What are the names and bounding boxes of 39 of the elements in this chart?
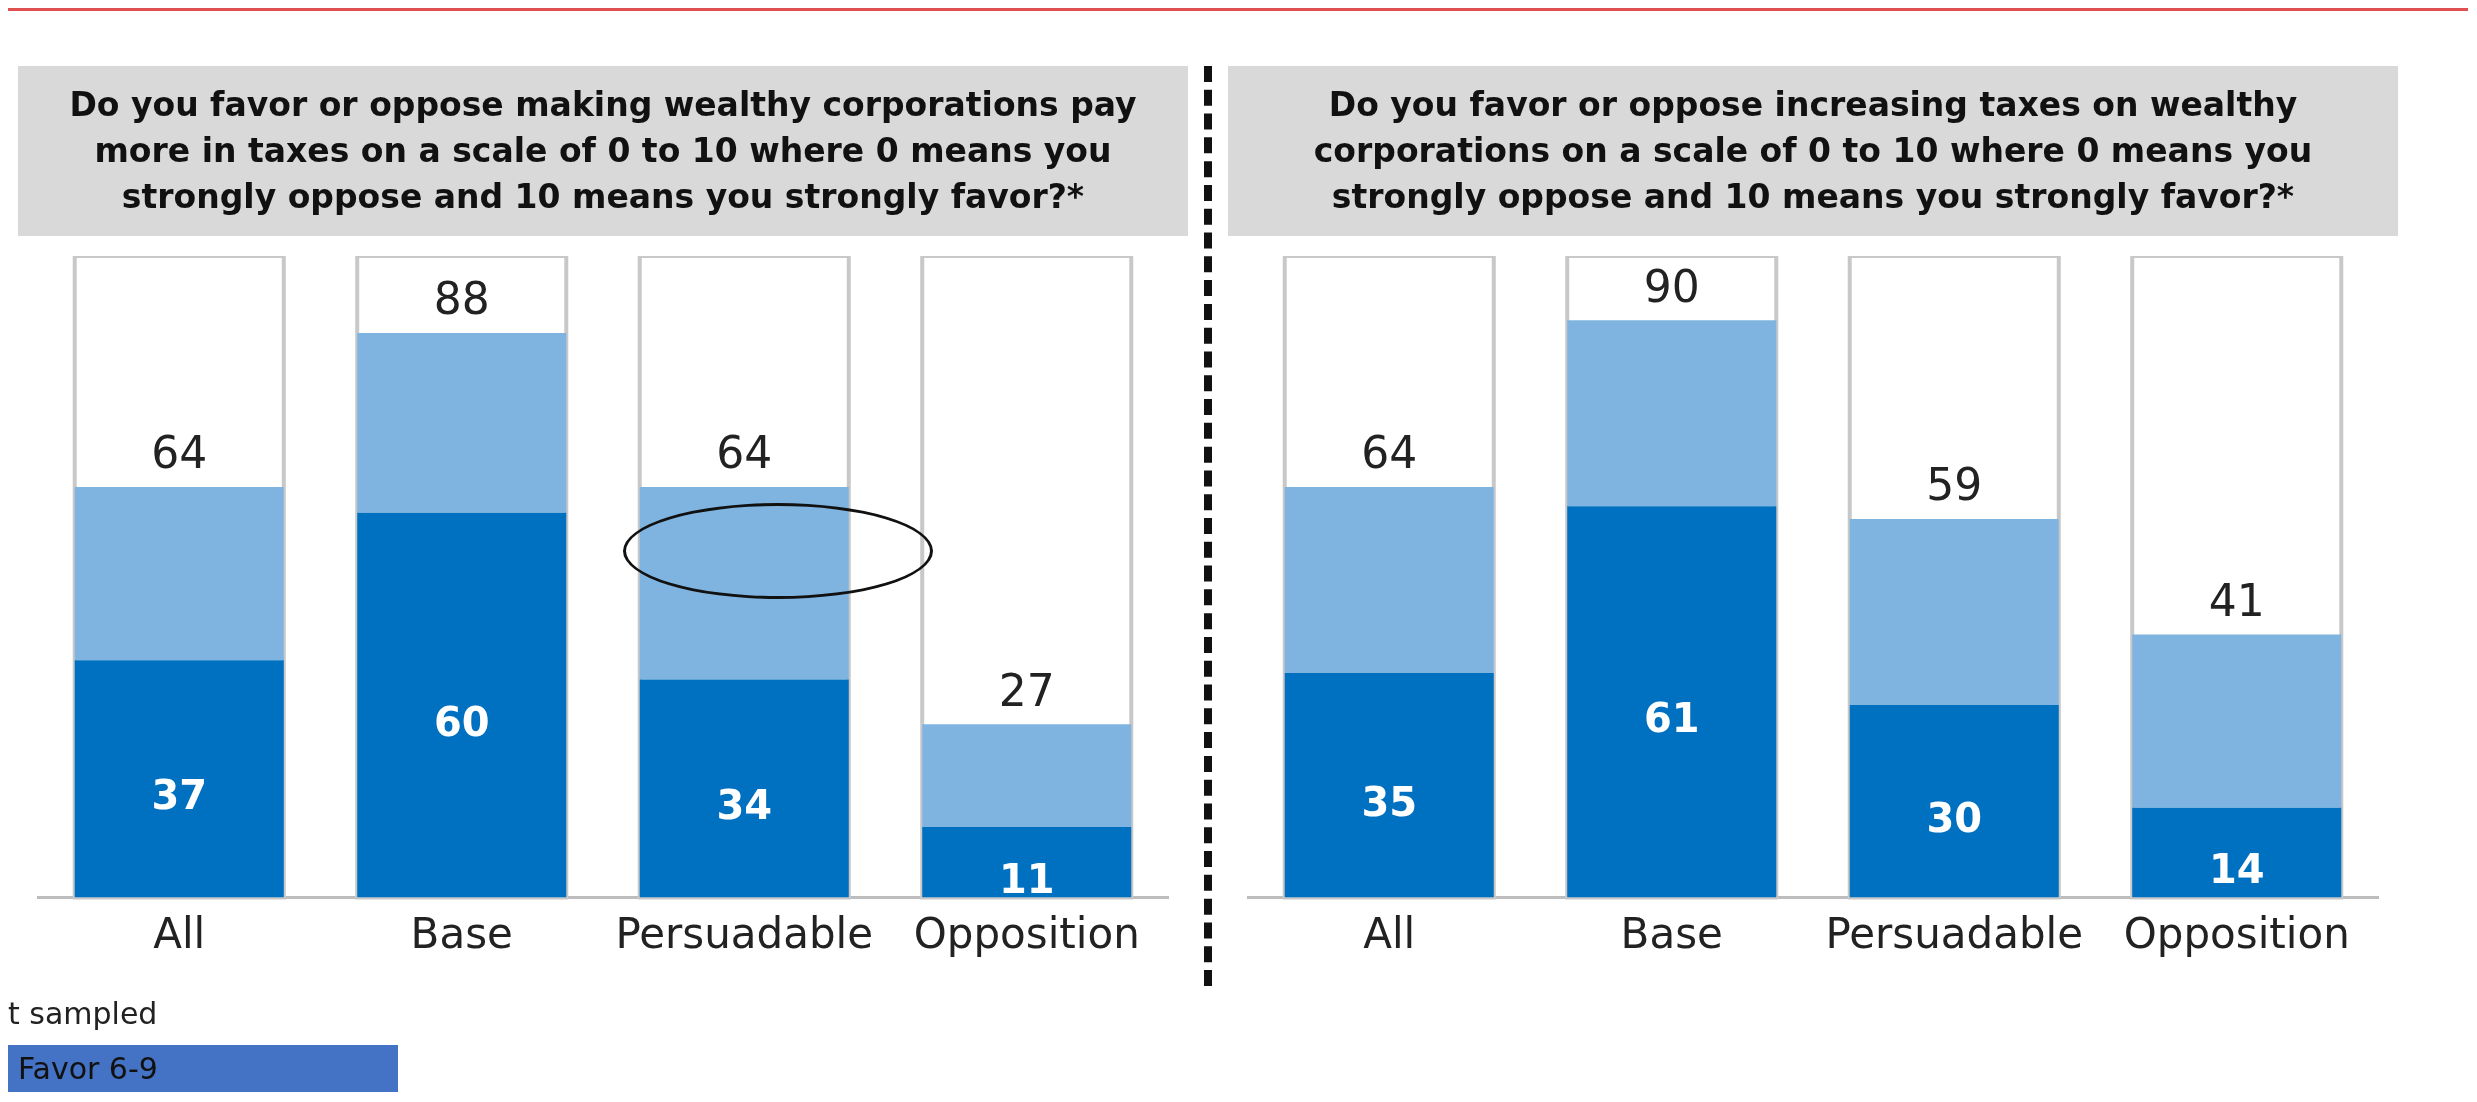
x-tick-label: Opposition [2123,908,2350,958]
bar [1849,519,2059,706]
bar [357,332,567,513]
total-label: 88 [433,273,490,325]
bar [639,486,849,680]
bar [1284,486,1494,674]
data-label: 37 [151,772,208,819]
text: t sampled [8,996,159,1031]
x-tick-label: Opposition [913,908,1140,958]
bar [2132,634,2342,808]
data-label: 35 [1361,778,1418,825]
x-tick-label: All [1363,908,1416,958]
bar [922,827,1132,898]
data-label: 34 [716,781,773,828]
chart-title: Do you favor or oppose making wealthy corporations pay more in taxes on a scale of 0 to 10 where 0 means you strongly oppose and 10 means you strongly favor?* [18,66,1188,236]
data-label: 61 [1643,695,1700,742]
total-label: 41 [2208,574,2265,626]
bar [74,486,284,661]
total-label: 64 [1361,427,1418,479]
data-label: 60 [433,698,490,745]
total-label: 59 [1926,459,1983,511]
chart-title: Do you favor or oppose increasing taxes on wealthy corporations on a scale of 0 to 10 where 0 means you strongly oppose and 10 means you strongly favor?* [1228,66,2398,236]
x-tick-label: Base [1620,908,1723,958]
text: Favor 6-9 [8,1045,398,1092]
x-tick-label: All [153,908,206,958]
bar [922,724,1132,828]
x-tick-label: Persuadable [615,908,874,958]
total-label: 27 [998,664,1055,716]
bar [2132,807,2342,898]
bar [1849,705,2059,898]
data-label: 11 [998,855,1055,902]
bar [1567,320,1777,507]
total-label: 64 [716,427,773,479]
data-label: 14 [2208,846,2265,893]
data-label: 30 [1926,794,1983,841]
x-tick-label: Persuadable [1825,908,2084,958]
x-tick-label: Base [410,908,513,958]
total-label: 90 [1643,260,1700,312]
total-label: 64 [151,427,208,479]
